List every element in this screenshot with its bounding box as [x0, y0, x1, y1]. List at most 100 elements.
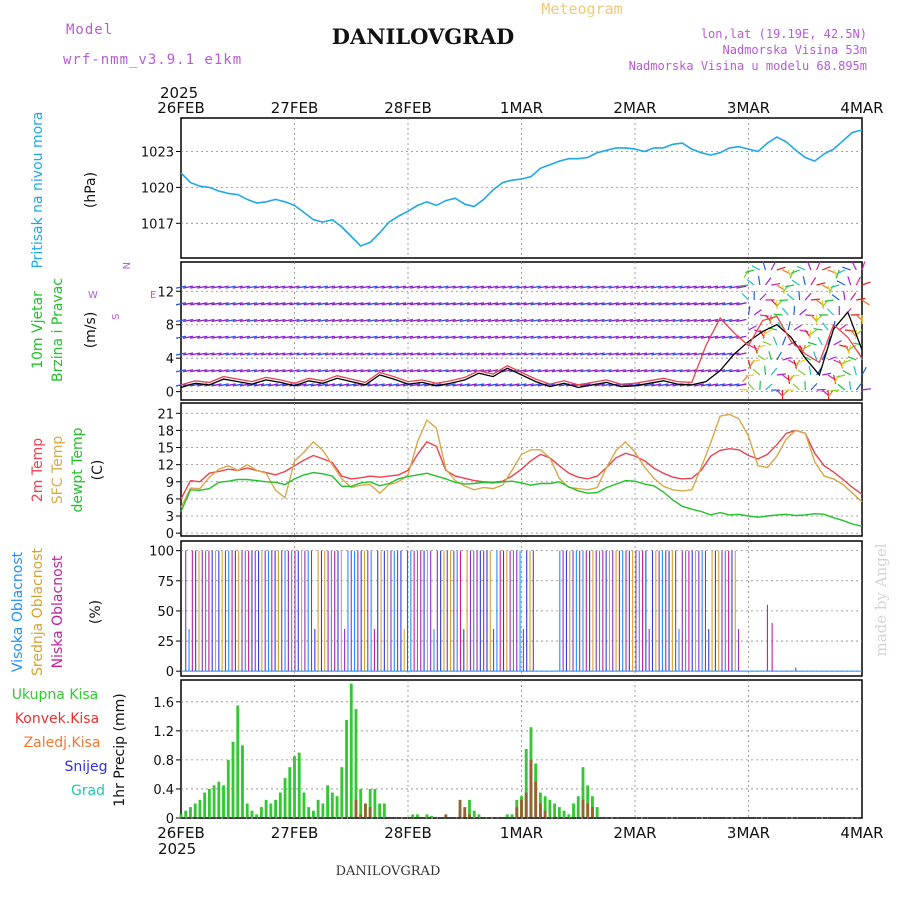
- y-tick-label: 1020: [141, 181, 174, 196]
- wind-arrow: [580, 383, 591, 387]
- wind-arrow: [466, 369, 477, 373]
- wind-arrow: [204, 318, 215, 323]
- wind-arrow: [417, 285, 428, 289]
- wind-arrow: [431, 285, 442, 289]
- wind-arrow: [516, 302, 527, 306]
- wind-arrow: [260, 383, 272, 387]
- wind-arrow: [459, 335, 470, 339]
- wind-arrow: [317, 383, 329, 387]
- wind-arrow: [776, 299, 783, 308]
- wind-arrow: [211, 369, 222, 373]
- wind-arrow: [487, 369, 499, 373]
- wind-arrow: [551, 318, 563, 323]
- precip-bar: [458, 799, 462, 818]
- wind-arrow: [218, 318, 229, 323]
- wind-arrow: [502, 335, 513, 339]
- wind-arrow: [459, 285, 470, 289]
- wind-arrow: [693, 352, 704, 356]
- wind-arrow: [466, 335, 477, 339]
- wind-arrow: [374, 335, 385, 339]
- wind-arrow: [487, 318, 499, 323]
- wind-arrow: [810, 298, 820, 301]
- wind-arrow: [615, 318, 626, 323]
- wind-arrow: [204, 302, 215, 306]
- wind-arrow: [409, 302, 421, 306]
- wind-arrow: [296, 335, 307, 339]
- wind-arrow: [459, 383, 470, 387]
- wind-arrow: [658, 383, 669, 387]
- wind-arrow: [847, 276, 852, 286]
- legend-entry: Ukupna Kisa: [12, 687, 99, 703]
- wind-arrow: [679, 302, 690, 306]
- wind-arrow: [791, 279, 800, 286]
- wind-arrow: [253, 302, 265, 306]
- wind-arrow: [644, 352, 655, 356]
- wind-arrow: [523, 318, 534, 323]
- wind-arrow: [776, 351, 782, 361]
- wind-arrow: [346, 335, 357, 339]
- wind-arrow: [707, 352, 719, 356]
- wind-arrow: [707, 302, 719, 306]
- wind-arrow: [424, 302, 435, 306]
- wind-arrow: [317, 318, 329, 323]
- wind-arrow: [317, 302, 329, 306]
- wind-arrow: [580, 335, 591, 339]
- wind-arrow: [253, 352, 265, 356]
- legend-entry: Snijeg: [64, 759, 107, 775]
- wind-arrow: [755, 344, 761, 354]
- wind-arrow: [452, 285, 463, 289]
- wind-arrow: [842, 369, 851, 376]
- wind-arrow: [367, 352, 378, 356]
- precip-bar: [274, 799, 278, 818]
- wind-arrow: [558, 285, 570, 289]
- wind-arrow: [672, 352, 683, 356]
- wind-arrow: [739, 388, 749, 391]
- wind-arrow: [537, 335, 548, 339]
- wind-arrow: [781, 389, 789, 397]
- wind-arrow: [644, 318, 655, 323]
- wind-arrow: [807, 261, 812, 271]
- wind-arrow: [594, 383, 605, 387]
- wind-arrow: [573, 335, 584, 339]
- wind-arrow: [487, 302, 499, 306]
- wind-arrow: [239, 383, 250, 387]
- y-tick-label: 0: [166, 665, 174, 680]
- wind-arrow: [360, 352, 371, 356]
- wind-arrow: [651, 335, 662, 339]
- wind-arrow: [182, 352, 194, 356]
- wind-arrow: [516, 285, 527, 289]
- wind-arrow: [303, 352, 314, 356]
- precip-bar: [241, 745, 244, 818]
- wind-arrow: [367, 318, 378, 323]
- wind-arrow: [658, 335, 669, 339]
- wind-arrow: [665, 335, 676, 339]
- wind-arrow: [622, 318, 634, 323]
- wind-arrow: [445, 335, 456, 339]
- wind-arrow: [268, 352, 279, 356]
- wind-arrow: [246, 302, 258, 306]
- wind-arrow: [765, 277, 772, 286]
- wind-arrow: [679, 335, 690, 339]
- year-bottom: 2025: [158, 840, 196, 858]
- precip-bar: [259, 807, 263, 818]
- wind-arrow: [502, 318, 513, 323]
- wind-arrow: [424, 335, 435, 339]
- wind-arrow: [431, 318, 442, 323]
- wind-arrow: [268, 302, 279, 306]
- model-value: wrf-nmm_v3.9.1 e1km: [63, 52, 242, 68]
- wind-arrow: [544, 352, 556, 356]
- wind-arrow: [296, 302, 307, 306]
- precip-bar: [425, 814, 429, 818]
- wind-arrow: [622, 369, 634, 373]
- wind-arrow: [459, 302, 470, 306]
- wind-arrow: [794, 359, 801, 369]
- wind-legend-label: S: [111, 314, 122, 320]
- wind-arrow: [218, 285, 229, 289]
- wind-arrow: [310, 285, 321, 289]
- wind-arrow: [759, 293, 767, 301]
- precip-bar: [293, 756, 296, 818]
- wind-arrow: [651, 369, 662, 373]
- wind-arrow: [367, 302, 378, 306]
- precip-bar: [515, 807, 519, 818]
- wind-arrow: [424, 369, 435, 373]
